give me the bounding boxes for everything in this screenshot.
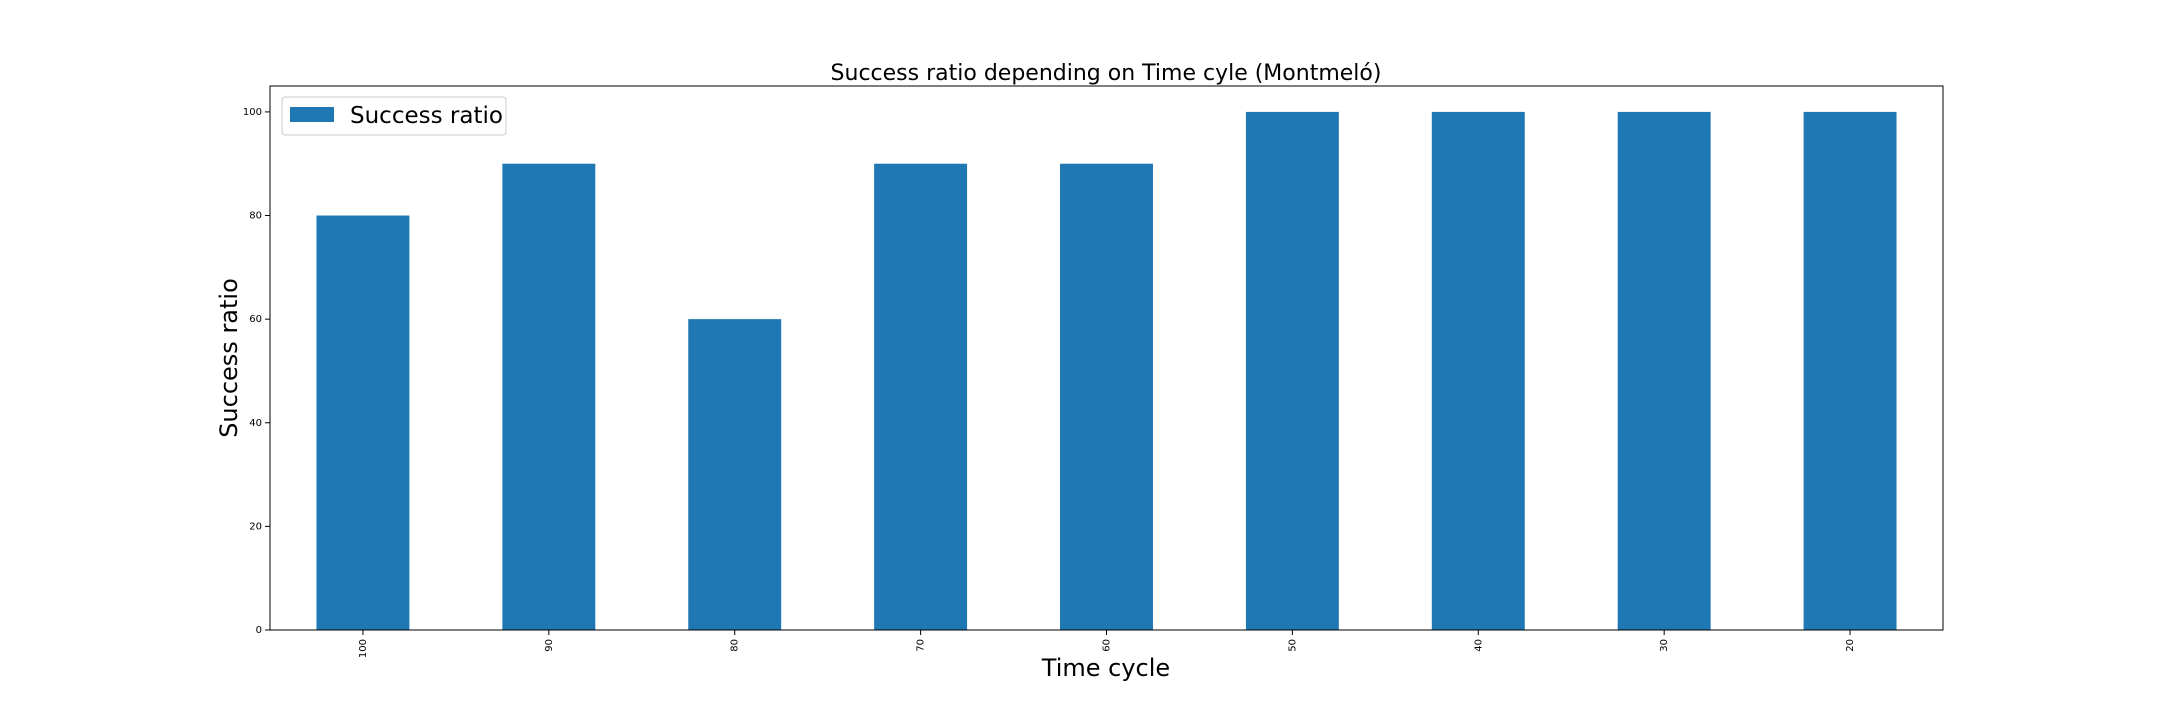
y-tick-label: 20 — [249, 521, 262, 532]
bar-40 — [1431, 111, 1525, 630]
bar-70 — [874, 163, 968, 630]
chart-title: Success ratio depending on Time cyle (Mo… — [831, 61, 1382, 86]
y-axis-label: Success ratio — [215, 278, 243, 438]
bar-80 — [688, 319, 782, 630]
y-tick-label: 0 — [256, 625, 262, 636]
legend-frame — [281, 96, 507, 136]
bars-layer — [316, 111, 1897, 630]
legend: Success ratio — [281, 96, 507, 136]
bar-60 — [1060, 163, 1153, 630]
x-tick-label: 70 — [916, 639, 927, 652]
y-axis: 0 20 40 60 80 100 — [243, 107, 270, 636]
x-tick-label: 40 — [1473, 639, 1484, 652]
bar-30 — [1617, 111, 1711, 630]
x-tick-label: 50 — [1287, 639, 1298, 652]
x-tick-label: 30 — [1659, 639, 1670, 652]
y-tick-label: 100 — [243, 107, 262, 118]
legend-swatch — [290, 107, 334, 122]
x-tick-label: 80 — [730, 639, 741, 652]
x-tick-label: 100 — [358, 639, 369, 658]
x-tick-label: 60 — [1102, 639, 1113, 652]
legend-label: Success ratio — [350, 103, 503, 129]
y-tick-label: 40 — [249, 418, 262, 429]
x-tick-label: 20 — [1845, 639, 1856, 652]
x-axis: 100 90 80 70 60 50 40 30 20 — [358, 630, 1856, 658]
x-axis-label: Time cycle — [1041, 654, 1170, 682]
bar-50 — [1245, 111, 1339, 630]
bar-100 — [316, 215, 410, 630]
bar-90 — [502, 163, 596, 630]
y-tick-label: 80 — [249, 211, 262, 222]
bar-20 — [1803, 111, 1897, 630]
y-tick-label: 60 — [249, 314, 262, 325]
x-tick-label: 90 — [544, 639, 555, 652]
